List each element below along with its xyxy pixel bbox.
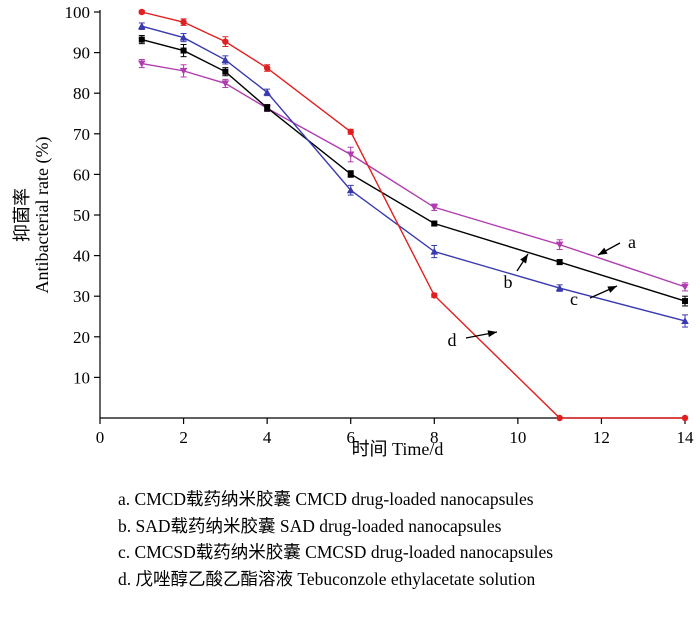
data-point-a (221, 80, 230, 88)
series-line-d (141, 11, 685, 419)
y-tick-label: 80 (73, 84, 90, 103)
data-point-a (681, 283, 689, 291)
annotation-arrowhead-b (520, 254, 528, 264)
y-tick-label: 40 (73, 247, 90, 266)
data-point-b (347, 170, 354, 177)
y-tick-label: 100 (65, 3, 91, 22)
annotation-label-d: d (448, 330, 457, 350)
x-axis-title: 时间 Time/d (352, 439, 444, 459)
y-axis-title-cn: 抑菌率 (12, 188, 32, 242)
chart-canvas: 0 2 4 6 8 10 12 14 10 20 30 40 50 60 70 80 90 100 时间 Time/… (12, 3, 694, 459)
data-point-a (555, 241, 564, 249)
y-axis-title: Antibacterial rate (%) (32, 137, 53, 294)
x-tick-label: 0 (96, 428, 105, 447)
data-point-d (138, 8, 145, 16)
y-tick-label: 20 (73, 328, 90, 347)
annotation-arrowhead-c (607, 286, 617, 293)
data-point-d (431, 292, 438, 299)
y-tick-label: 60 (73, 165, 90, 184)
legend-item-d: d. 戊唑醇乙酸乙酯溶液 Tebuconzole ethylacetate so… (118, 568, 536, 589)
data-point-a (179, 67, 188, 75)
annotation-label-b: b (504, 272, 513, 292)
data-point-d (681, 414, 689, 422)
data-point-b (180, 47, 187, 54)
series-line-a (141, 62, 686, 288)
data-point-c (681, 317, 689, 325)
data-point-d (263, 64, 271, 72)
data-point-c (346, 186, 355, 194)
y-tick-label: 10 (73, 368, 90, 387)
data-point-d (180, 18, 187, 26)
data-point-b (431, 220, 438, 227)
data-point-a (137, 60, 146, 68)
y-tick-label: 30 (73, 287, 90, 306)
x-tick-label: 10 (509, 428, 526, 447)
data-point-d (556, 414, 563, 422)
data-point-c (555, 284, 564, 292)
annotation-label-c: c (570, 289, 578, 309)
x-tick-label: 2 (179, 428, 188, 447)
data-point-c (137, 22, 146, 30)
plot-area: 0 2 4 6 8 10 12 14 10 20 30 40 50 60 70 80 90 100 时间 Time/… (12, 3, 694, 459)
x-tick-label: 12 (593, 428, 610, 447)
x-tick-label: 4 (263, 428, 272, 447)
data-point-a (430, 204, 439, 212)
annotation-label-a: a (628, 232, 636, 252)
y-tick-label: 70 (73, 125, 90, 144)
data-point-d (222, 38, 229, 45)
data-point-c (430, 247, 439, 255)
series-line-b (141, 38, 686, 302)
data-point-b (682, 298, 688, 305)
data-point-d (347, 128, 354, 135)
data-point-b (264, 104, 271, 111)
legend: a. CMCD载药纳米胶囊 CMCD drug-loaded nanocapsu… (118, 486, 553, 592)
data-point-c (179, 33, 188, 41)
data-point-c (221, 56, 230, 63)
annotation-arrowhead-d (487, 330, 497, 338)
legend-item-c: c. CMCSD载药纳米胶囊 CMCSD drug-loaded nanocap… (118, 542, 554, 562)
data-point-b (556, 259, 563, 266)
legend-item-b: b. SAD载药纳米胶囊 SAD drug-loaded nanocapsule… (118, 515, 502, 536)
data-point-b (222, 68, 229, 75)
y-tick-label: 50 (73, 206, 90, 225)
data-point-b (138, 36, 145, 43)
data-point-c (263, 88, 271, 96)
annotation-arrowhead-a (598, 247, 608, 255)
data-point-a (346, 151, 355, 159)
y-tick-label: 90 (73, 44, 90, 63)
x-tick-label: 14 (677, 428, 695, 447)
legend-item-a: a. CMCD载药纳米胶囊 CMCD drug-loaded nanocapsu… (118, 489, 534, 509)
x-tick-label: 6 (346, 428, 355, 447)
series-line-c (141, 25, 686, 322)
x-tick-label: 8 (430, 428, 439, 447)
